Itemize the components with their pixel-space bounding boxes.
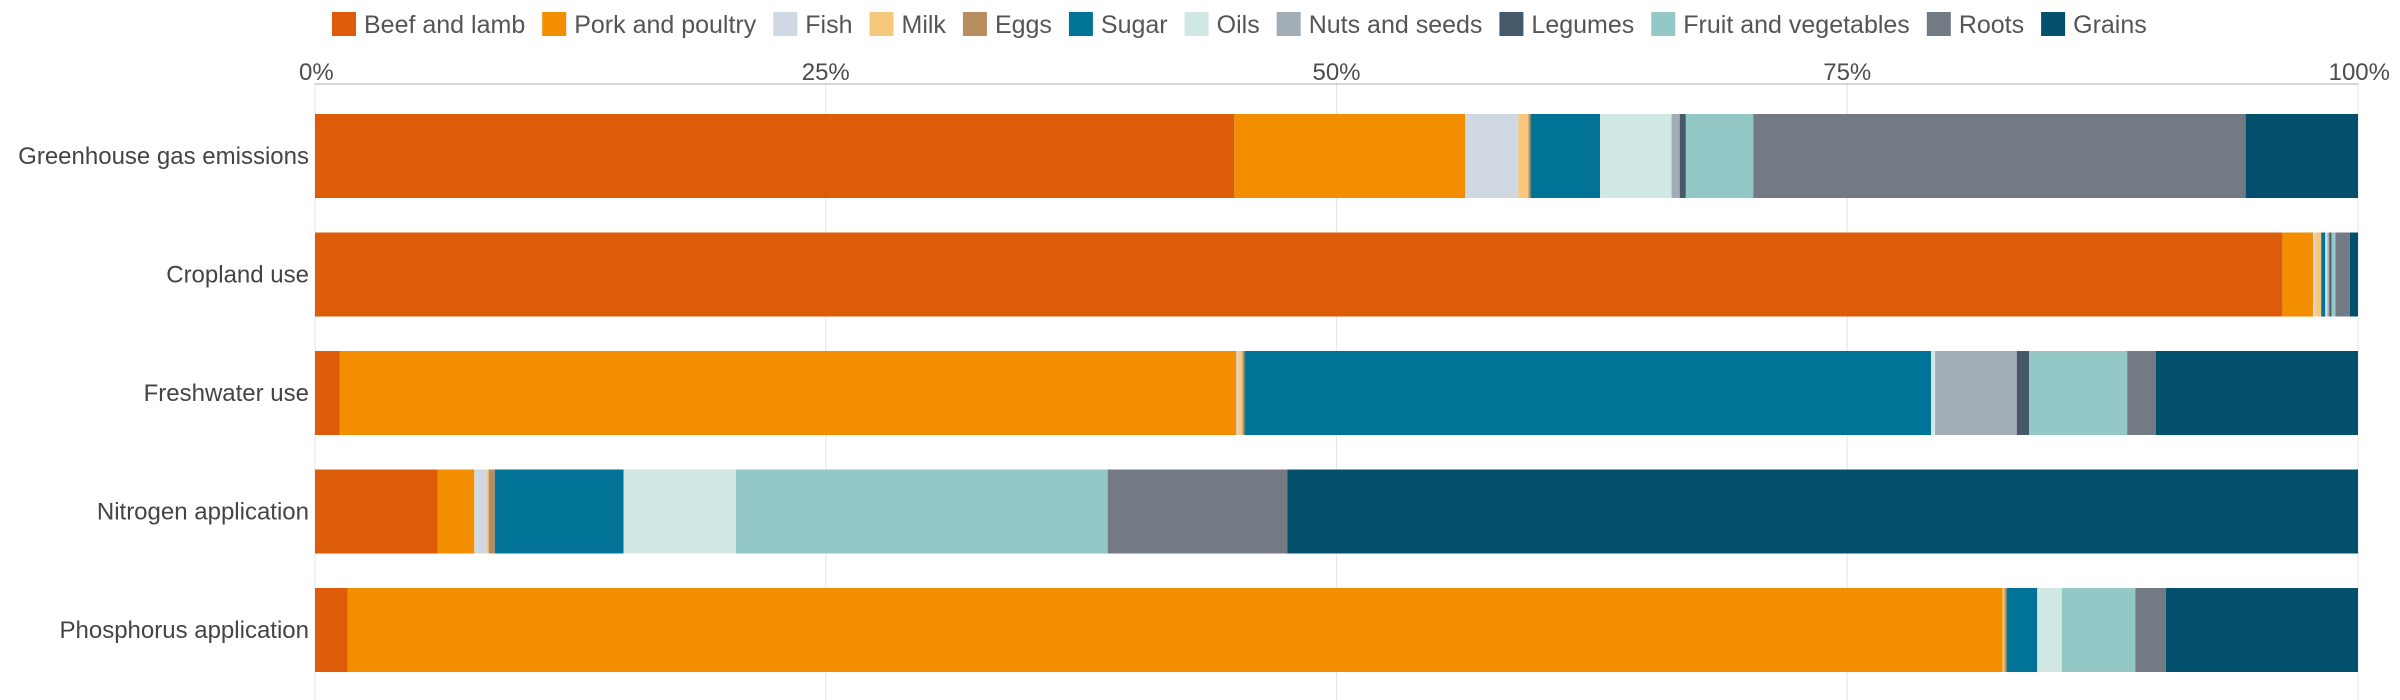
- legend-swatch: [1499, 12, 1524, 36]
- bar-segment: [2127, 351, 2156, 435]
- bars: [315, 114, 2358, 672]
- bar-segment: [2061, 588, 2136, 672]
- category-label: Cropland use: [166, 262, 309, 289]
- bar-segment: [1530, 114, 1601, 198]
- bar-segment: [339, 351, 1237, 435]
- bar-segment: [2331, 232, 2336, 317]
- bar-segment: [315, 232, 2283, 317]
- category-label: Greenhouse gas emissions: [18, 143, 309, 170]
- legend-label: Fruit and vegetables: [1683, 11, 1910, 39]
- bar-segment: [2016, 351, 2030, 435]
- bar-segment: [2315, 232, 2322, 317]
- bar-segment: [1465, 114, 1519, 198]
- bar-segment: [2313, 232, 2316, 317]
- bar-segment: [315, 469, 438, 554]
- category-labels: Greenhouse gas emissions Cropland use Fres…: [18, 143, 309, 644]
- legend-label: Milk: [902, 11, 947, 39]
- legend-swatch: [1068, 12, 1093, 36]
- bar-segment: [1528, 114, 1531, 198]
- legend-swatch: [332, 12, 356, 36]
- bar-segment: [347, 588, 2003, 672]
- bar-segment: [1935, 351, 2017, 435]
- bar-segment: [2327, 232, 2330, 317]
- bar-segment: [488, 469, 495, 554]
- category-label: Freshwater use: [144, 380, 309, 407]
- bar-segment: [315, 588, 348, 672]
- bar-segment: [623, 469, 736, 554]
- legend-swatch: [869, 12, 894, 36]
- legend-label: Pork and poultry: [574, 11, 757, 39]
- legend-label: Roots: [1959, 11, 2024, 39]
- bar-segment: [1685, 114, 1754, 198]
- bar-segment: [2037, 588, 2062, 672]
- bar-segment: [2029, 351, 2128, 435]
- bar-segment: [2006, 588, 2038, 672]
- legend: Beef and lamb Pork and poultry Fish Milk Egg…: [332, 11, 2147, 39]
- bar-segment: [1236, 351, 1239, 435]
- x-tick-label: 100%: [2329, 59, 2390, 86]
- legend-swatch: [1276, 12, 1301, 36]
- legend-label: Grains: [2073, 11, 2147, 39]
- bar-segment: [1671, 114, 1680, 198]
- bar-segment: [2325, 232, 2328, 317]
- legend-label: Eggs: [995, 11, 1052, 39]
- x-tick-label: 50%: [1312, 59, 1360, 86]
- legend-label: Oils: [1217, 11, 1260, 39]
- legend-swatch: [1184, 12, 1209, 36]
- bar-segment: [1753, 114, 2246, 198]
- legend-label: Legumes: [1531, 11, 1634, 39]
- legend-swatch: [773, 12, 798, 36]
- bar-segment: [315, 351, 340, 435]
- bar-segment: [2165, 588, 2358, 672]
- bar-segment: [1107, 469, 1288, 554]
- legend-label: Nuts and seeds: [1309, 11, 1483, 39]
- bar-segment: [315, 114, 1235, 198]
- bar-segment: [437, 469, 475, 554]
- bar-segment: [1234, 114, 1466, 198]
- bar-segment: [2004, 588, 2007, 672]
- bar-segment: [2245, 114, 2358, 198]
- legend-swatch: [2041, 12, 2066, 36]
- bar-segment: [2135, 588, 2166, 672]
- legend-swatch: [542, 12, 567, 36]
- bar-segment: [2349, 232, 2358, 317]
- legend-swatch: [962, 12, 987, 36]
- bar-segment: [2329, 232, 2332, 317]
- category-label: Nitrogen application: [97, 499, 309, 526]
- bar-segment: [474, 469, 487, 554]
- bar-segment: [1238, 351, 1243, 435]
- legend-swatch: [1651, 12, 1676, 36]
- legend-label: Fish: [805, 11, 852, 39]
- legend-swatch: [1926, 12, 1951, 36]
- bar-segment: [494, 469, 624, 554]
- bar-segment: [1518, 114, 1529, 198]
- x-axis-ticks: 0% 25% 50% 75% 100%: [299, 59, 2390, 86]
- bar-segment: [2155, 351, 2358, 435]
- x-tick-label: 0%: [299, 59, 334, 86]
- x-tick-label: 75%: [1823, 59, 1871, 86]
- x-tick-label: 25%: [802, 59, 850, 86]
- bar-segment: [1242, 351, 1245, 435]
- bar-segment: [1244, 351, 1932, 435]
- bar-segment: [1679, 114, 1686, 198]
- bar-segment: [1287, 469, 2358, 554]
- bar-segment: [1931, 351, 1936, 435]
- legend-label: Beef and lamb: [364, 11, 525, 39]
- bar-segment: [2335, 232, 2350, 317]
- bar-segment: [1600, 114, 1672, 198]
- legend-label: Sugar: [1101, 11, 1168, 39]
- bar-segment: [735, 469, 1108, 554]
- bar-segment: [2002, 588, 2005, 672]
- bar-segment: [2321, 232, 2326, 317]
- category-label: Phosphorus application: [59, 617, 309, 644]
- bar-segment: [2282, 232, 2314, 317]
- bar-segment: [486, 469, 489, 554]
